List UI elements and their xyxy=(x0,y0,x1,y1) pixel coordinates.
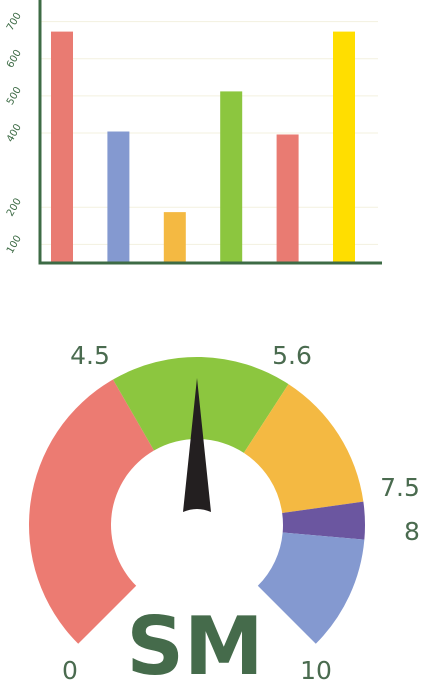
y-tick-label: 200 xyxy=(5,197,24,219)
gauge-tick-label: 8 xyxy=(404,517,420,546)
gauge-segment xyxy=(29,379,154,644)
gauge-label: SM xyxy=(126,600,263,685)
gauge-segment xyxy=(282,501,366,540)
needle xyxy=(183,378,211,512)
gauge-tick-label: 0 xyxy=(62,656,78,685)
gauge-tick-label: 7.5 xyxy=(380,473,420,502)
bar xyxy=(220,91,243,264)
y-tick-label: 100 xyxy=(5,234,24,256)
bar xyxy=(333,31,355,263)
gauge-segment xyxy=(113,356,289,453)
gauge-tick-label: 5.6 xyxy=(272,341,312,370)
gauge-segment xyxy=(243,384,364,514)
bar xyxy=(107,131,130,263)
bar xyxy=(51,31,73,263)
gauge-tick-label: 10 xyxy=(300,656,332,685)
y-tick-label: 600 xyxy=(5,48,24,70)
y-tick-label: 700 xyxy=(5,11,24,33)
bar xyxy=(163,212,186,263)
gauge-segment xyxy=(257,532,365,644)
gauge-tick-label: 4.5 xyxy=(70,341,110,370)
bar xyxy=(276,134,299,263)
y-tick-label: 500 xyxy=(5,85,24,107)
y-tick-label: 400 xyxy=(5,122,24,144)
